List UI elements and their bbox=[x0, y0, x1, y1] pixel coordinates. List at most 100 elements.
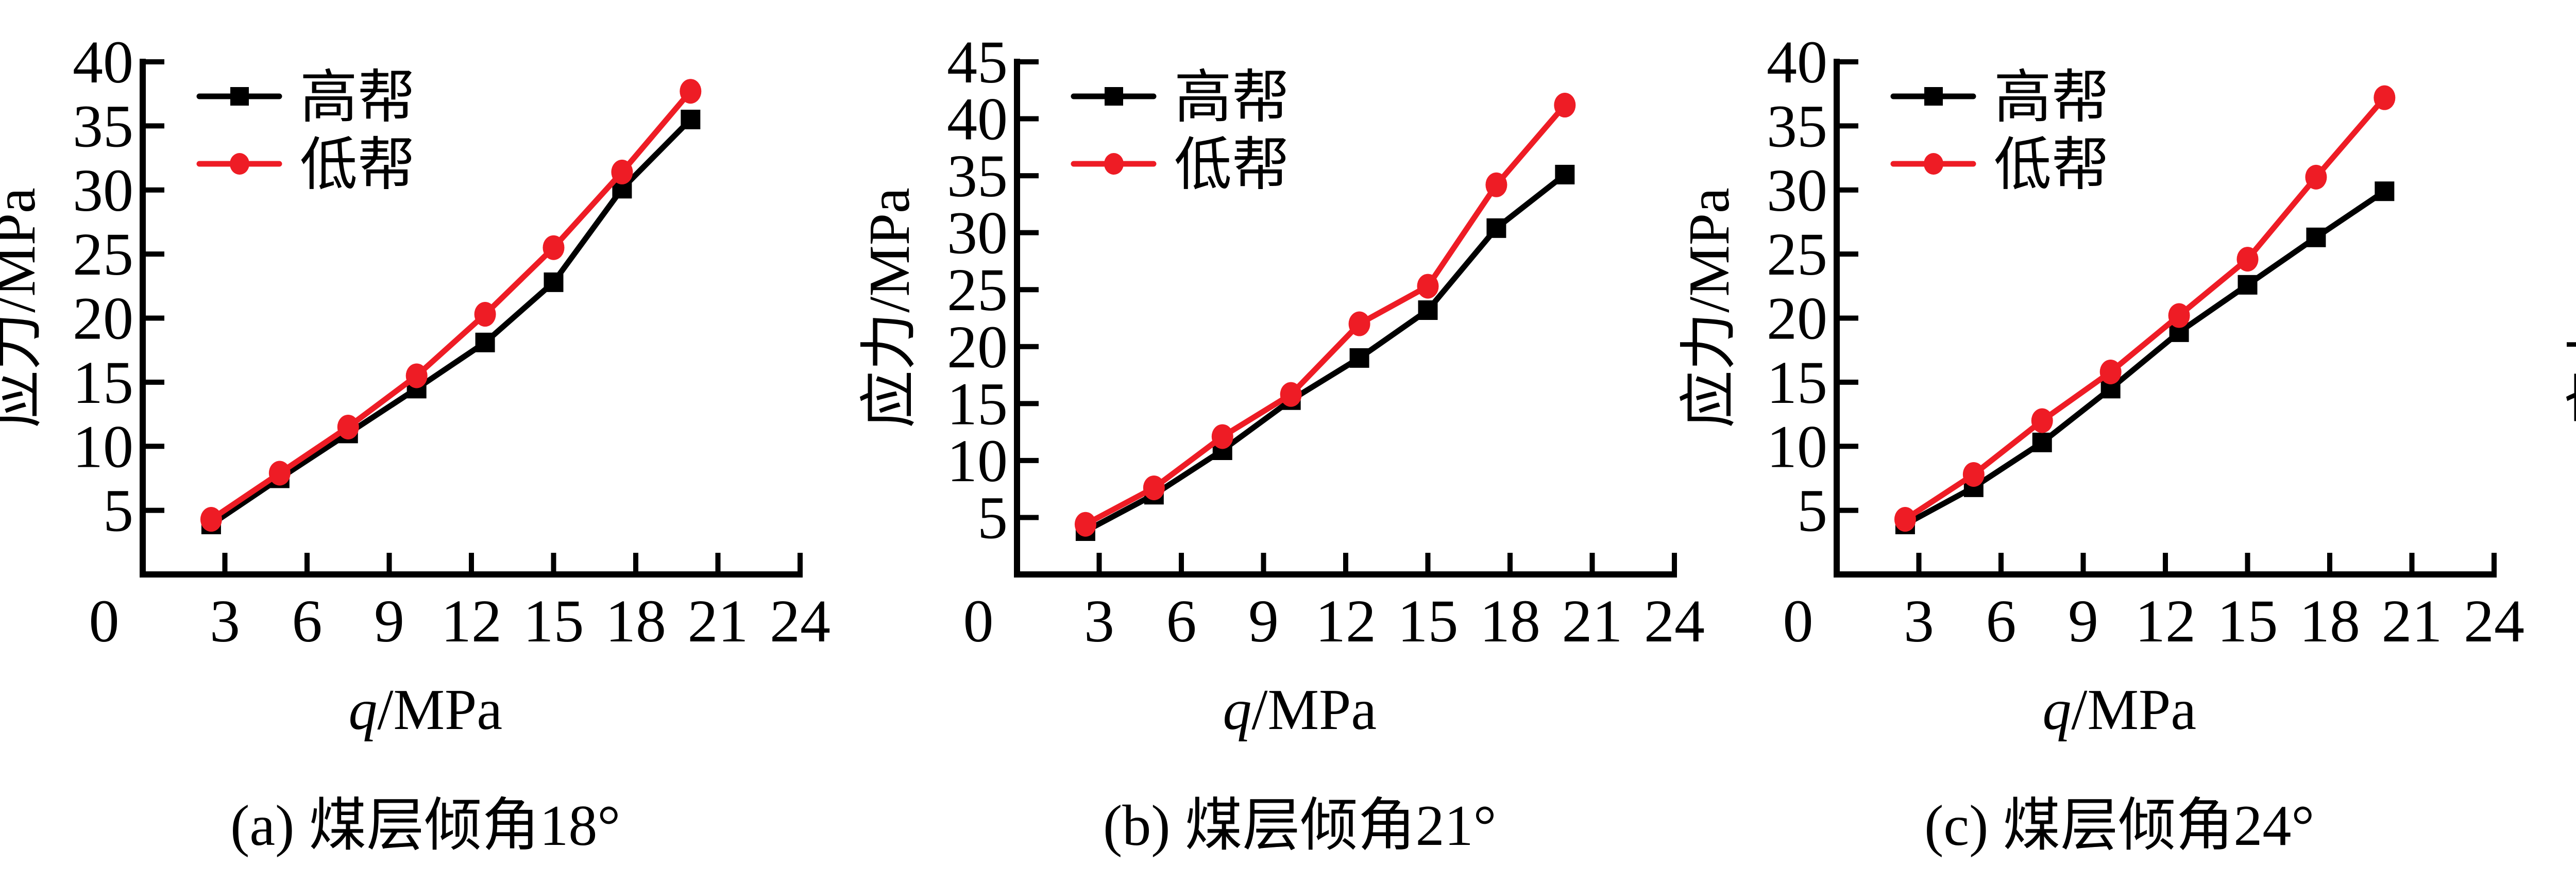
legend-label: 低帮 bbox=[1174, 133, 1290, 197]
data-point-low-side bbox=[680, 79, 702, 104]
y-tick-label: 35 bbox=[73, 92, 133, 160]
x-tick-label: 12 bbox=[2135, 587, 2196, 655]
y-tick-label: 30 bbox=[1767, 157, 1827, 224]
data-point-low-side bbox=[2305, 164, 2327, 190]
legend-label: 高帮 bbox=[1994, 66, 2109, 130]
legend-square-marker-icon bbox=[1924, 87, 1943, 106]
data-point-high-side bbox=[681, 109, 701, 129]
data-point-low-side bbox=[2236, 247, 2259, 272]
x-tick-label: 21 bbox=[688, 587, 749, 655]
x-tick-label: 21 bbox=[2382, 587, 2443, 655]
data-point-high-side bbox=[2306, 227, 2326, 247]
y-tick-label: 25 bbox=[1767, 220, 1827, 288]
data-point-low-side bbox=[474, 302, 496, 327]
data-point-high-side bbox=[1418, 300, 1438, 320]
panel-caption: (b) 煤层倾角21° bbox=[1103, 794, 1496, 858]
legend-circle-marker-icon bbox=[1924, 153, 1943, 175]
y-tick-label: 5 bbox=[977, 484, 1008, 551]
y-tick-label: 15 bbox=[73, 349, 133, 416]
x-tick-label: 18 bbox=[605, 587, 666, 655]
data-point-low-side bbox=[2099, 359, 2122, 384]
series-line-low-side bbox=[209, 89, 693, 522]
legend-item-high-side: 高帮 bbox=[1890, 66, 2109, 130]
data-point-high-side bbox=[2375, 181, 2395, 201]
x-axis-label-variable: q bbox=[1223, 678, 1251, 742]
panel-caption: (c) 煤层倾角24° bbox=[1924, 794, 2314, 858]
x-axis-label-variable: q bbox=[348, 678, 377, 742]
y-tick-label: 25 bbox=[947, 256, 1008, 324]
x-tick-label: 0 bbox=[963, 587, 994, 655]
x-tick-label: 0 bbox=[1783, 587, 1814, 655]
x-tick-label: 24 bbox=[770, 587, 831, 655]
y-axis-label: 应力/MPa bbox=[0, 188, 47, 428]
y-tick-label: 20 bbox=[1767, 285, 1827, 352]
data-point-low-side bbox=[2031, 408, 2053, 433]
y-tick-label: 10 bbox=[947, 427, 1008, 495]
data-point-high-side bbox=[1486, 218, 1506, 238]
x-tick-label: 3 bbox=[1084, 587, 1114, 655]
y-tick-label: 10 bbox=[1767, 413, 1827, 480]
data-point-high-side bbox=[544, 272, 564, 292]
y-tick-label: 30 bbox=[947, 199, 1008, 267]
data-point-low-side bbox=[1894, 507, 1916, 532]
legend-item-high-side: 高帮 bbox=[1071, 66, 1290, 130]
x-axis-label-unit: /MPa bbox=[2071, 678, 2196, 742]
legend-item-low-side: 低帮 bbox=[1071, 133, 1290, 197]
series-line-high-side bbox=[1084, 172, 1567, 534]
y-tick-label: 40 bbox=[1767, 28, 1827, 96]
x-axis-label-unit: /MPa bbox=[1251, 678, 1377, 742]
y-tick-label: 5 bbox=[103, 477, 133, 545]
y-tick-label: 5 bbox=[1797, 477, 1827, 545]
data-point-low-side bbox=[1280, 382, 1302, 407]
data-point-low-side bbox=[1143, 475, 1165, 500]
x-axis-label: q/MPa bbox=[348, 678, 502, 742]
x-axis-label-unit: /MPa bbox=[377, 678, 502, 742]
legend-circle-marker-icon bbox=[1104, 153, 1124, 175]
data-point-high-side bbox=[475, 332, 495, 352]
x-tick-label: 15 bbox=[1398, 587, 1459, 655]
legend-square-marker-icon bbox=[1105, 87, 1123, 106]
y-tick-label: 45 bbox=[947, 28, 1008, 96]
x-tick-label: 18 bbox=[2299, 587, 2360, 655]
data-point-low-side bbox=[611, 159, 633, 184]
x-tick-label: 0 bbox=[89, 587, 120, 655]
y-tick-label: 10 bbox=[73, 413, 133, 480]
legend-square-marker-icon bbox=[230, 87, 249, 106]
data-point-low-side bbox=[1485, 172, 1507, 197]
y-tick-label: 40 bbox=[947, 86, 1008, 153]
data-point-low-side bbox=[1962, 462, 1985, 487]
x-tick-label: 18 bbox=[1480, 587, 1540, 655]
data-point-low-side bbox=[2374, 85, 2396, 110]
x-tick-label: 6 bbox=[1986, 587, 2016, 655]
legend-label: 低帮 bbox=[1994, 133, 2109, 197]
x-tick-label: 15 bbox=[2217, 587, 2278, 655]
x-axis-label-variable: q bbox=[2042, 678, 2071, 742]
data-point-low-side bbox=[1417, 274, 1439, 299]
y-axis-label: 应力/MPa bbox=[2564, 188, 2576, 428]
y-axis-label: 应力/MPa bbox=[1677, 188, 1741, 428]
y-tick-label: 35 bbox=[947, 142, 1008, 210]
x-tick-label: 6 bbox=[1166, 587, 1197, 655]
data-point-high-side bbox=[1555, 164, 1575, 184]
series-line-low-side bbox=[1084, 103, 1567, 527]
y-tick-label: 35 bbox=[1767, 92, 1827, 160]
series-line-high-side bbox=[1904, 189, 2386, 527]
data-point-low-side bbox=[268, 461, 291, 486]
data-point-low-side bbox=[2168, 303, 2190, 328]
data-point-low-side bbox=[200, 507, 222, 532]
x-tick-label: 9 bbox=[2068, 587, 2098, 655]
y-tick-label: 20 bbox=[73, 285, 133, 352]
legend-label: 低帮 bbox=[300, 133, 415, 197]
series-line-high-side bbox=[209, 117, 693, 527]
data-point-low-side bbox=[543, 235, 565, 260]
x-tick-label: 6 bbox=[292, 587, 323, 655]
data-point-low-side bbox=[1211, 424, 1233, 449]
panel-caption: (a) 煤层倾角18° bbox=[230, 794, 620, 858]
y-tick-label: 30 bbox=[73, 157, 133, 224]
data-point-high-side bbox=[2238, 275, 2258, 295]
x-tick-label: 9 bbox=[374, 587, 404, 655]
x-tick-label: 3 bbox=[210, 587, 240, 655]
y-tick-label: 40 bbox=[73, 28, 133, 96]
